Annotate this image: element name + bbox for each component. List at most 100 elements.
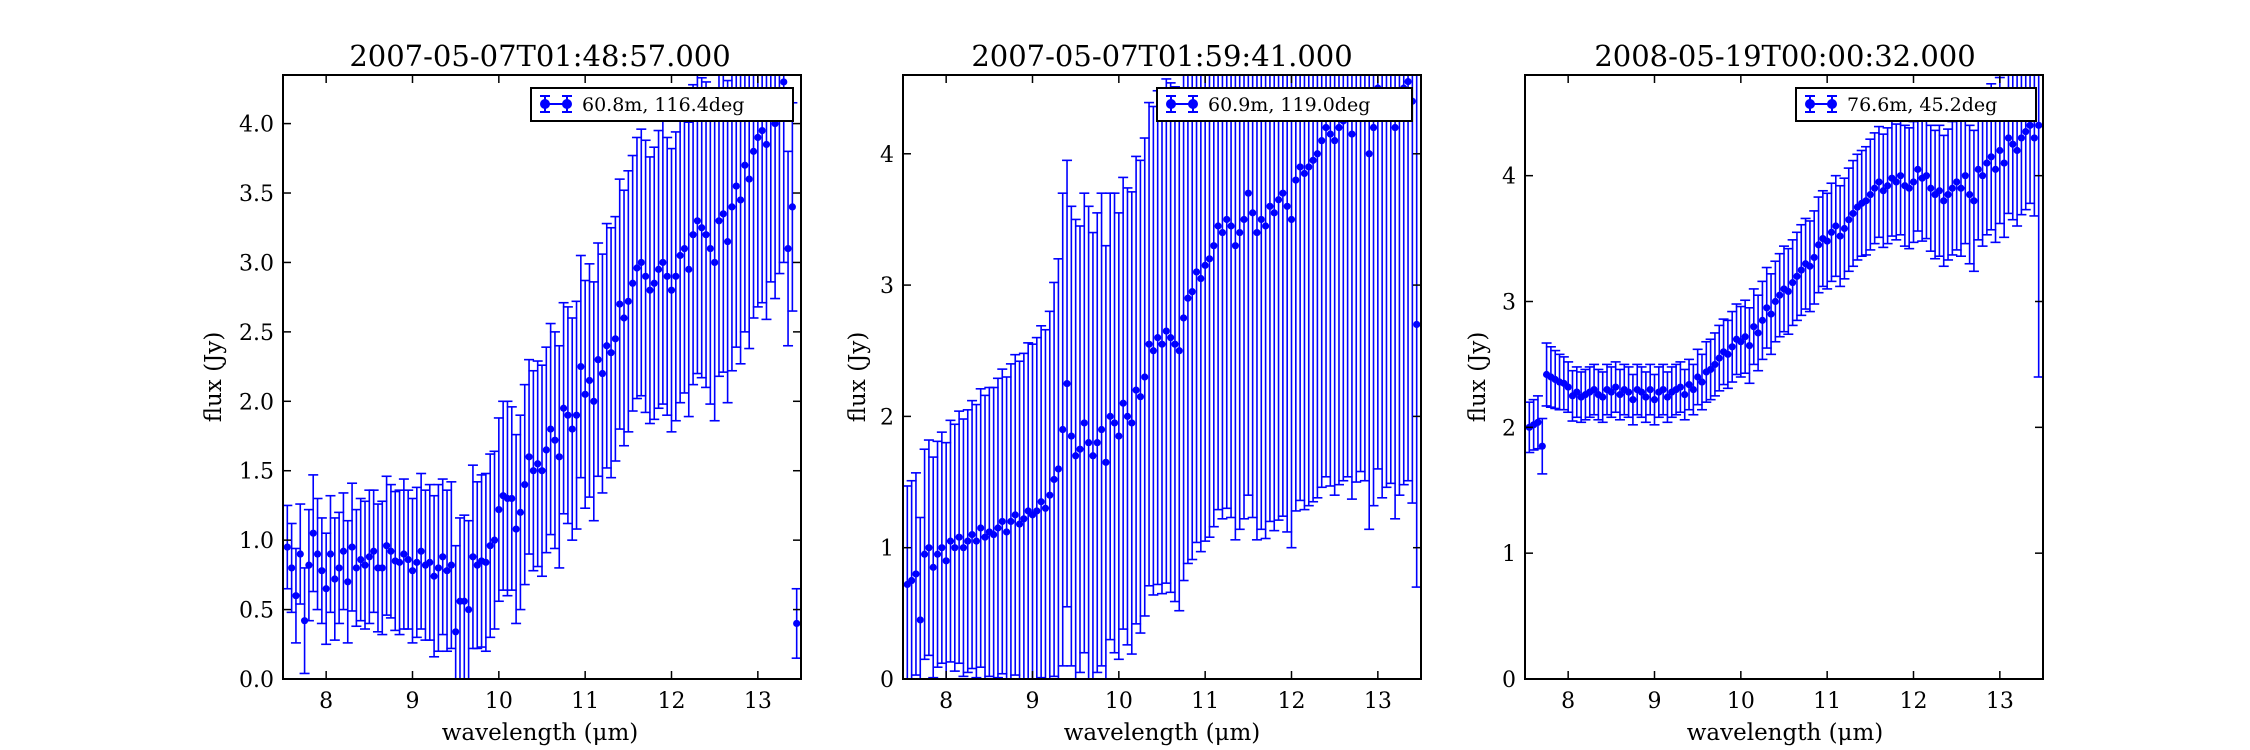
panel-1-data-point [469, 553, 477, 561]
panel-2-data-point [942, 557, 950, 565]
panel-2-data-point [1128, 419, 1136, 427]
panel-1-data-point [542, 446, 550, 454]
panel-3-data-point [1970, 197, 1978, 205]
panel-1-data-point [516, 508, 525, 516]
panel-3-data-point [1728, 343, 1736, 351]
panel-1-data-point [508, 494, 516, 503]
panel-1-x-tick-label: 12 [658, 689, 686, 714]
panel-2-data-point [1201, 261, 1209, 269]
panel-1-data-point [378, 564, 386, 572]
panel-2-title: 2007-05-07T01:59:41.000 [971, 39, 1352, 73]
panel-3-data-point [1827, 228, 1836, 236]
panel-3-data-point [1590, 385, 1598, 394]
panel-1-data-point [512, 525, 520, 533]
panel-2-data-point [1132, 386, 1140, 394]
panel-1-y-tick-label: 1.5 [239, 460, 274, 485]
panel-2-data-point [1050, 475, 1058, 484]
panel-1-data-point [313, 550, 322, 558]
panel-3-data-point [1961, 172, 1969, 180]
panel-2-data-point [1244, 189, 1252, 197]
panel-2-data-point [1365, 150, 1373, 158]
panel-3-legend-marker [1805, 95, 1837, 113]
panel-1-data-point [361, 561, 369, 569]
panel-2-data-point [1003, 528, 1011, 536]
panel-1-data-point [395, 558, 404, 566]
panel-3-data-point [1694, 373, 1702, 381]
panel-2-data-point [1274, 196, 1283, 204]
panel-3-data-point [1534, 418, 1542, 426]
panel-3-x-tick-label: 9 [1648, 689, 1662, 714]
panel-1-data-point [749, 147, 758, 155]
panel-2-data-point [1231, 242, 1239, 250]
panel-3-data-point [1914, 165, 1922, 173]
panel-2-data-point [990, 530, 998, 539]
panel-3-data-point [1983, 159, 1991, 167]
panel-3-data-point [1689, 385, 1697, 394]
panel-3-data-point [1948, 184, 1956, 192]
panel-3-data-point [1836, 232, 1844, 240]
panel-1-data-point [724, 238, 732, 246]
panel-2-x-tick-label: 9 [1026, 689, 1040, 714]
panel-2-data-point [1369, 123, 1378, 132]
panel-1-data-point [603, 342, 611, 350]
panel-1-data-point [430, 572, 438, 580]
panel-1-data-point [672, 272, 680, 280]
panel-2-x-axis-label: wavelength (μm) [1064, 720, 1261, 746]
panel-2-data-point [1059, 425, 1067, 434]
panel-2-x-tick-label: 10 [1105, 689, 1133, 714]
panel-3-data-point [1909, 178, 1918, 186]
panel-1-data-point [637, 258, 645, 267]
panel-3-data [1525, 75, 2043, 475]
panel-2-data-point [1141, 373, 1149, 381]
panel-3-data-point [1663, 393, 1672, 401]
panel-3-x-axis-label: wavelength (μm) [1687, 720, 1884, 746]
panel-3-data-point [1737, 338, 1745, 346]
panel-1-data-point [335, 564, 343, 572]
panel-3-data-point [1823, 237, 1831, 245]
panel-1-data-point [404, 555, 412, 564]
panel-3-axes-frame [1524, 74, 2044, 680]
panel-2-data-point [1257, 215, 1265, 224]
panel-3-y-tick-label: 4 [1502, 165, 1516, 190]
panel-3-data-point [2017, 134, 2026, 142]
panel-2-data-point [1279, 189, 1287, 197]
panel-3-data-point [1884, 182, 1892, 190]
panel-3-y-tick-label: 2 [1502, 416, 1516, 441]
panel-2-data-point [1093, 439, 1101, 447]
panel-2-data-point [1089, 452, 1097, 460]
panel-1-data-point [585, 376, 594, 385]
panel-1-data-point [365, 553, 373, 561]
panel-2-x-tick-label: 8 [939, 689, 953, 714]
panel-3-data-point [1871, 184, 1879, 192]
panel-2-data-point [1197, 274, 1205, 283]
panel-1-y-tick-label: 2.0 [239, 390, 274, 415]
panel-1-data-point [525, 453, 533, 461]
panel-3-data-point [2022, 128, 2030, 136]
panel-3-data-point [1879, 187, 1887, 195]
panel-1-data-point [357, 555, 365, 564]
panel-3-legend: 76.6m, 45.2deg [1795, 87, 2037, 122]
panel-2-y-tick-label: 2 [880, 405, 894, 430]
panel-1-data-point [339, 547, 348, 555]
panel-1-y-tick-label: 4.0 [239, 113, 274, 138]
panel-1: 2007-05-07T01:48:57.000 8 9 10 11 12 13 0.0 0.5… [201, 39, 802, 746]
panel-3-data-point [1724, 350, 1732, 358]
panel-3-y-tick-label: 0 [1502, 668, 1516, 693]
panel-1-data-point [568, 425, 576, 433]
panel-3-x-tick-label: 10 [1727, 689, 1755, 714]
panel-3-data-point [1754, 329, 1762, 337]
panel-2-data-point [1192, 268, 1201, 276]
panel-2-data-point [946, 537, 955, 545]
panel-2-data-point [1167, 334, 1175, 342]
panel-2-data-point [1214, 222, 1222, 230]
panel-1-data-point [439, 553, 447, 561]
panel-2-data-point [1067, 432, 1075, 440]
panel-2-data-point [1227, 222, 1235, 230]
panel-2-data-point [1037, 498, 1045, 506]
panel-2-data-point [1296, 163, 1304, 171]
panel-1-data [283, 75, 801, 679]
panel-3-data-point [1810, 253, 1818, 262]
panel-1-data-point [331, 575, 339, 583]
panel-2-y-tick-label: 0 [880, 668, 894, 693]
